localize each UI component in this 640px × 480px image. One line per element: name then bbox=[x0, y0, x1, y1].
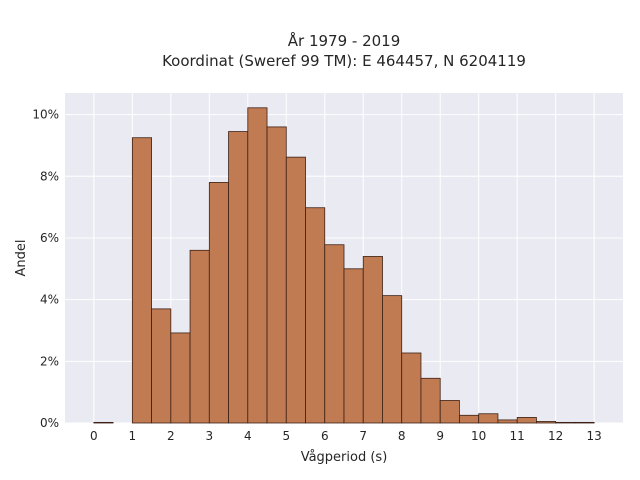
y-tick-label-4: 8% bbox=[40, 169, 59, 183]
y-tick-label-3: 6% bbox=[40, 231, 59, 245]
histogram-bar-9 bbox=[266, 126, 287, 424]
x-tick-label-7: 7 bbox=[359, 429, 367, 443]
histogram-bar-23 bbox=[536, 421, 557, 424]
x-ticks: 0 1 2 3 4 5 6 7 8 9 10 11 12 13 bbox=[90, 429, 602, 443]
histogram-bar-19 bbox=[459, 414, 480, 424]
histogram-bar-20 bbox=[478, 413, 499, 424]
histogram-bar-18 bbox=[439, 400, 460, 424]
histogram-bar-0 bbox=[93, 421, 114, 424]
x-tick-label-2: 2 bbox=[167, 429, 175, 443]
x-tick-label-8: 8 bbox=[398, 429, 406, 443]
histogram-bar-24 bbox=[555, 421, 576, 424]
x-axis-label: Vågperiod (s) bbox=[301, 450, 388, 465]
histogram-bar-21 bbox=[497, 419, 518, 424]
histogram-bar-6 bbox=[208, 182, 229, 424]
x-tick-label-11: 11 bbox=[510, 429, 525, 443]
histogram-bar-8 bbox=[247, 107, 268, 424]
y-tick-label-0: 0% bbox=[40, 416, 59, 430]
chart-title-line-1: År 1979 - 2019 bbox=[288, 31, 401, 50]
bars bbox=[93, 107, 595, 424]
chart-title-line-2: Koordinat (Sweref 99 TM): E 464457, N 62… bbox=[162, 52, 526, 70]
x-tick-label-9: 9 bbox=[436, 429, 444, 443]
histogram-bar-4 bbox=[170, 332, 191, 424]
y-tick-label-5: 10% bbox=[32, 108, 59, 122]
histogram-bar-25 bbox=[574, 421, 595, 424]
x-tick-label-3: 3 bbox=[205, 429, 213, 443]
histogram-bar-7 bbox=[228, 131, 249, 424]
y-tick-label-1: 2% bbox=[40, 354, 59, 368]
histogram-bar-5 bbox=[189, 249, 210, 424]
x-tick-label-6: 6 bbox=[321, 429, 329, 443]
x-tick-label-5: 5 bbox=[282, 429, 290, 443]
histogram-bar-2 bbox=[131, 137, 152, 424]
histogram-bar-12 bbox=[324, 244, 345, 424]
histogram-bar-22 bbox=[516, 417, 537, 424]
y-axis-label: Andel bbox=[14, 240, 29, 277]
y-tick-label-2: 4% bbox=[40, 293, 59, 307]
histogram-bar-16 bbox=[401, 352, 422, 424]
histogram-bar-17 bbox=[420, 377, 441, 424]
x-tick-label-0: 0 bbox=[90, 429, 98, 443]
histogram-bar-10 bbox=[285, 156, 306, 424]
y-ticks: 0% 2% 4% 6% 8% 10% bbox=[32, 108, 59, 430]
histogram-bar-14 bbox=[362, 256, 383, 424]
x-tick-label-13: 13 bbox=[586, 429, 601, 443]
x-tick-label-4: 4 bbox=[244, 429, 252, 443]
x-tick-label-1: 1 bbox=[129, 429, 137, 443]
histogram-bar-11 bbox=[305, 207, 326, 424]
histogram-bar-15 bbox=[382, 295, 403, 424]
histogram-bar-3 bbox=[151, 308, 172, 424]
x-tick-label-10: 10 bbox=[471, 429, 486, 443]
x-tick-label-12: 12 bbox=[548, 429, 563, 443]
histogram-bar-13 bbox=[343, 268, 364, 424]
